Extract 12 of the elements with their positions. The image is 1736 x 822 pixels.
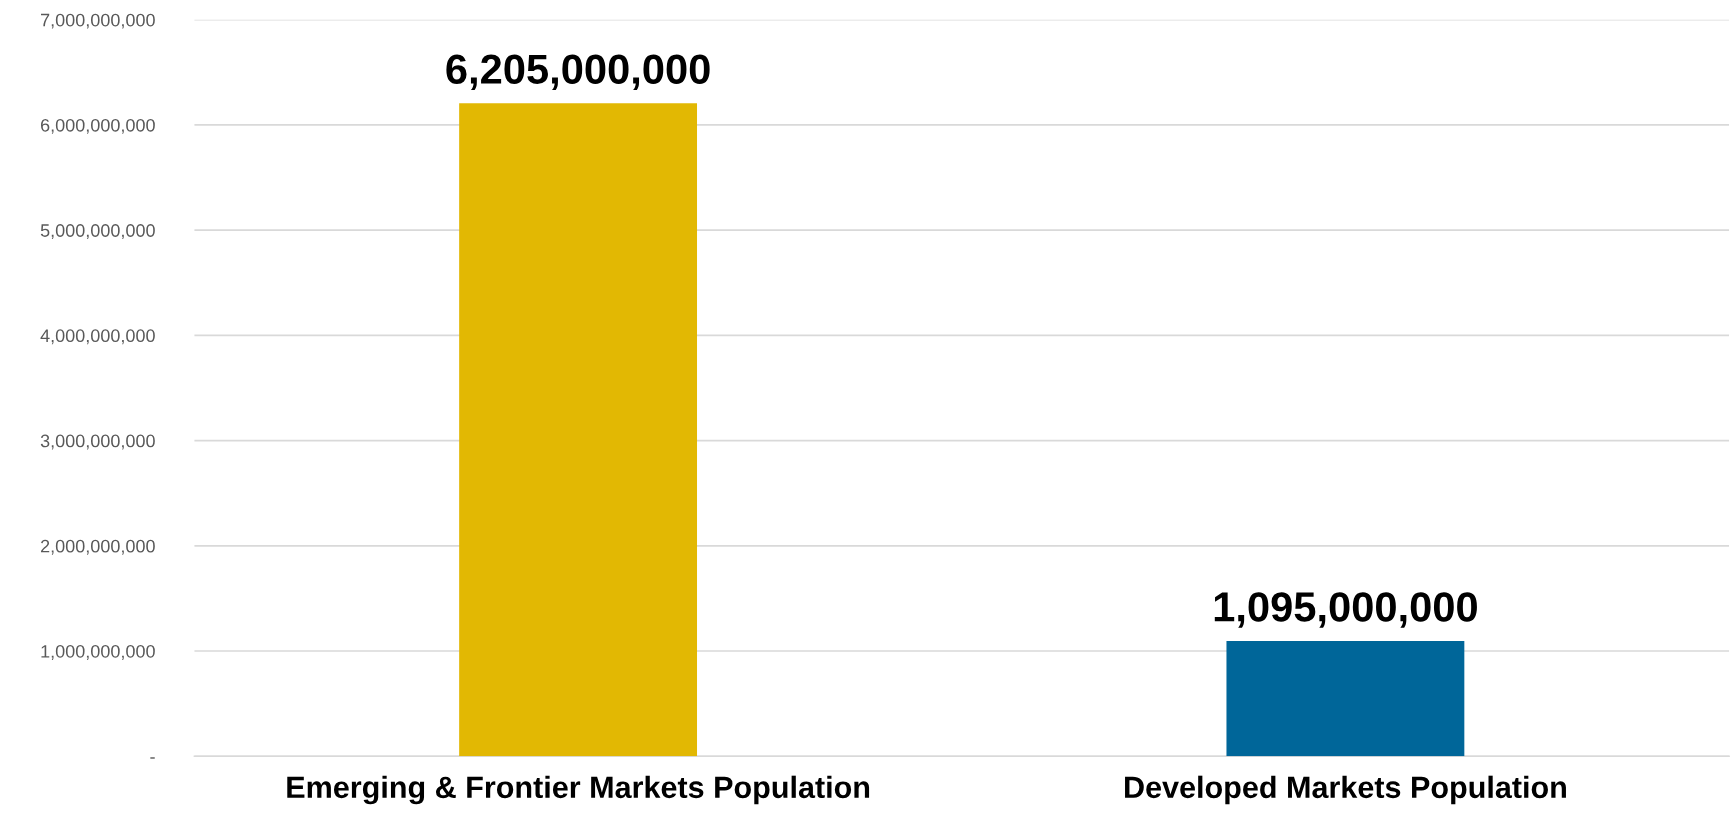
- y-tick-label: 1,000,000,000: [41, 644, 155, 660]
- y-tick-label: 6,000,000,000: [41, 118, 155, 134]
- y-tick-label: 3,000,000,000: [40, 434, 155, 450]
- y-tick-label: 5,000,000,000: [40, 224, 155, 240]
- data-label: 6,205,000,000: [446, 54, 710, 91]
- data-label: 1,095,000,000: [1214, 592, 1477, 628]
- x-tick-label: Emerging & Frontier Markets Population: [287, 775, 870, 805]
- y-tick-label: -: [150, 757, 155, 759]
- y-tick-label: 2,000,000,000: [41, 539, 155, 555]
- y-tick-label: 4,000,000,000: [40, 329, 155, 345]
- x-tick-label: Developed Markets Population: [1125, 775, 1566, 805]
- y-tick-label: 7,000,000,000: [41, 13, 155, 29]
